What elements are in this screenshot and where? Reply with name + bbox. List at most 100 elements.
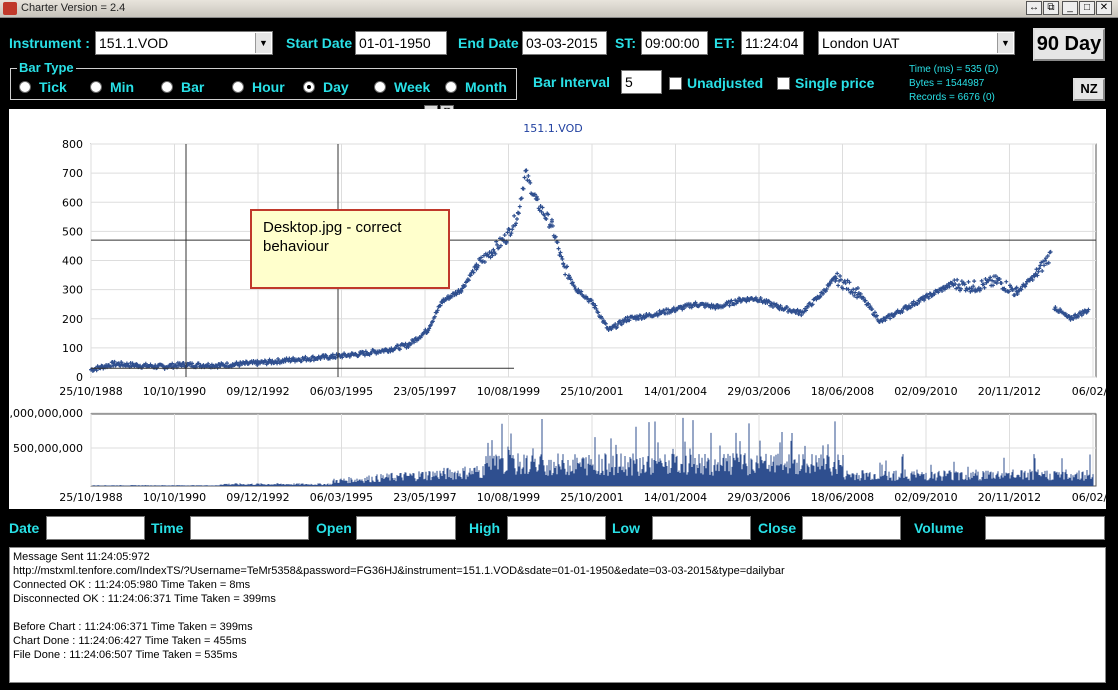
- log-line: Disconnected OK : 11:24:06:371 Time Take…: [13, 593, 276, 605]
- unadjusted-label: Unadjusted: [687, 75, 764, 91]
- radio-label: Day: [323, 79, 349, 95]
- end-time-label: ET:: [714, 35, 735, 51]
- x-tick-label: 25/10/1988: [59, 491, 122, 504]
- time-label: Time: [151, 520, 184, 536]
- volume-x-ticks: 25/10/1988 10/10/1990 09/12/1992 06/03/1995…: [59, 491, 1114, 504]
- close-field[interactable]: [802, 516, 901, 540]
- chevron-down-icon[interactable]: ▼: [255, 33, 271, 53]
- maximize-button[interactable]: □: [1079, 1, 1095, 15]
- time-field[interactable]: [190, 516, 309, 540]
- price-series: [89, 168, 1091, 374]
- low-field[interactable]: [652, 516, 751, 540]
- x-tick-label: 10/08/1999: [477, 385, 540, 398]
- radio-label: Bar: [181, 79, 205, 95]
- minimize-button[interactable]: _: [1062, 1, 1078, 15]
- y-tick-label: ,000,000,000: [10, 407, 83, 420]
- chevron-down-icon[interactable]: ▼: [997, 33, 1013, 53]
- x-tick-label: 14/01/2004: [644, 491, 707, 504]
- log-line: File Done : 11:24:06:507 Time Taken = 53…: [13, 649, 238, 661]
- x-tick-label: 02/09/2010: [894, 385, 957, 398]
- app-icon: [3, 2, 17, 15]
- open-field[interactable]: [356, 516, 456, 540]
- radio-label: Min: [110, 79, 135, 95]
- start-time-label: ST:: [615, 35, 636, 51]
- instrument-label: Instrument :: [9, 35, 90, 51]
- radio-label: Month: [465, 79, 507, 95]
- price-x-ticks: 25/10/1988 10/10/1990 09/12/1992 06/03/1995…: [59, 385, 1114, 398]
- high-field[interactable]: [507, 516, 606, 540]
- volume-field[interactable]: [985, 516, 1105, 540]
- x-tick-label: 06/02/2: [1072, 491, 1106, 504]
- log-line: [13, 606, 1102, 620]
- server-combo[interactable]: London UAT ▼: [818, 31, 1015, 55]
- radio-dot[interactable]: [19, 81, 31, 93]
- bar-interval-label: Bar Interval: [533, 74, 611, 90]
- start-time-input[interactable]: 09:00:00: [641, 31, 708, 55]
- radio-tick[interactable]: Tick: [19, 79, 67, 95]
- y-tick-label: 500: [62, 225, 83, 238]
- instrument-value: 151.1.VOD: [99, 35, 169, 51]
- high-label: High: [469, 520, 501, 536]
- y-tick-label: 800: [62, 138, 83, 151]
- x-tick-label: 10/08/1999: [477, 491, 540, 504]
- stats-records: Records = 6676 (0): [909, 92, 995, 103]
- log-line: http://mstxml.tenfore.com/IndexTS/?Usern…: [13, 565, 785, 577]
- end-date-label: End Date: [458, 35, 519, 51]
- ninety-day-button[interactable]: 90 Day: [1033, 28, 1105, 61]
- single-price-label: Single price: [795, 75, 875, 91]
- x-tick-label: 14/01/2004: [644, 385, 707, 398]
- chart-panel[interactable]: 151.1.VOD 0 100 200 300 400 500 600 700 800 25/1…: [9, 109, 1115, 509]
- radio-dot[interactable]: [374, 81, 386, 93]
- radio-min[interactable]: Min: [90, 79, 134, 95]
- title-bar: Charter Version = 2.4 ↔ ⧉ _ □ ✕: [0, 0, 1118, 18]
- window-title: Charter Version = 2.4: [21, 2, 126, 14]
- x-tick-label: 20/11/2012: [978, 385, 1041, 398]
- annotation-note: Desktop.jpg - correct behaviour: [250, 209, 450, 289]
- volume-y-ticks: ,000,000,000 500,000,000: [10, 407, 83, 455]
- open-label: Open: [316, 520, 352, 536]
- start-date-label: Start Date: [286, 35, 353, 51]
- radio-dot[interactable]: [445, 81, 457, 93]
- bar-interval-input[interactable]: 5: [621, 70, 662, 94]
- radio-month[interactable]: Month: [445, 79, 507, 95]
- radio-label: Hour: [252, 79, 285, 95]
- radio-dot[interactable]: [232, 81, 244, 93]
- radio-day[interactable]: Day: [303, 79, 349, 95]
- radio-bar[interactable]: Bar: [161, 79, 204, 95]
- y-tick-label: 700: [62, 167, 83, 180]
- price-grid: [90, 143, 1097, 378]
- resize-icon[interactable]: ↔: [1026, 1, 1042, 15]
- x-tick-label: 20/11/2012: [978, 491, 1041, 504]
- y-tick-label: 400: [62, 255, 83, 268]
- radio-hour[interactable]: Hour: [232, 79, 285, 95]
- radio-dot-selected[interactable]: [303, 81, 315, 93]
- log-line: Before Chart : 11:24:06:371 Time Taken =…: [13, 621, 253, 633]
- x-tick-label: 23/05/1997: [393, 491, 456, 504]
- radio-dot[interactable]: [90, 81, 102, 93]
- instrument-combo[interactable]: 151.1.VOD ▼: [95, 31, 273, 55]
- start-date-input[interactable]: 01-01-1950: [355, 31, 447, 55]
- end-date-input[interactable]: 03-03-2015: [522, 31, 607, 55]
- date-field[interactable]: [46, 516, 145, 540]
- y-tick-label: 200: [62, 313, 83, 326]
- close-button[interactable]: ✕: [1096, 1, 1112, 15]
- log-line: Chart Done : 11:24:06:427 Time Taken = 4…: [13, 635, 247, 647]
- chart-title: 151.1.VOD: [523, 122, 582, 135]
- x-tick-label: 29/03/2006: [727, 385, 790, 398]
- restore-small-icon[interactable]: ⧉: [1043, 1, 1059, 15]
- x-tick-label: 10/10/1990: [143, 491, 206, 504]
- single-price-checkbox[interactable]: [777, 77, 790, 90]
- y-tick-label: 600: [62, 196, 83, 209]
- stats-panel: Time (ms) = 535 (D) Bytes = 1544987 Reco…: [909, 63, 998, 105]
- unadjusted-checkbox[interactable]: [669, 77, 682, 90]
- x-tick-label: 09/12/1992: [226, 491, 289, 504]
- message-log[interactable]: Message Sent 11:24:05:972 http://mstxml.t…: [9, 547, 1106, 683]
- bar-type-group: Bar Type Tick Min Bar Hour Day Week Mont…: [10, 60, 517, 100]
- nz-button[interactable]: NZ: [1073, 78, 1105, 101]
- price-markers: [89, 168, 1091, 374]
- chart-svg[interactable]: 151.1.VOD 0 100 200 300 400 500 600 700 800 25/1…: [9, 109, 1115, 509]
- end-time-input[interactable]: 11:24:04: [741, 31, 804, 55]
- radio-week[interactable]: Week: [374, 79, 430, 95]
- y-tick-label: 300: [62, 284, 83, 297]
- radio-dot[interactable]: [161, 81, 173, 93]
